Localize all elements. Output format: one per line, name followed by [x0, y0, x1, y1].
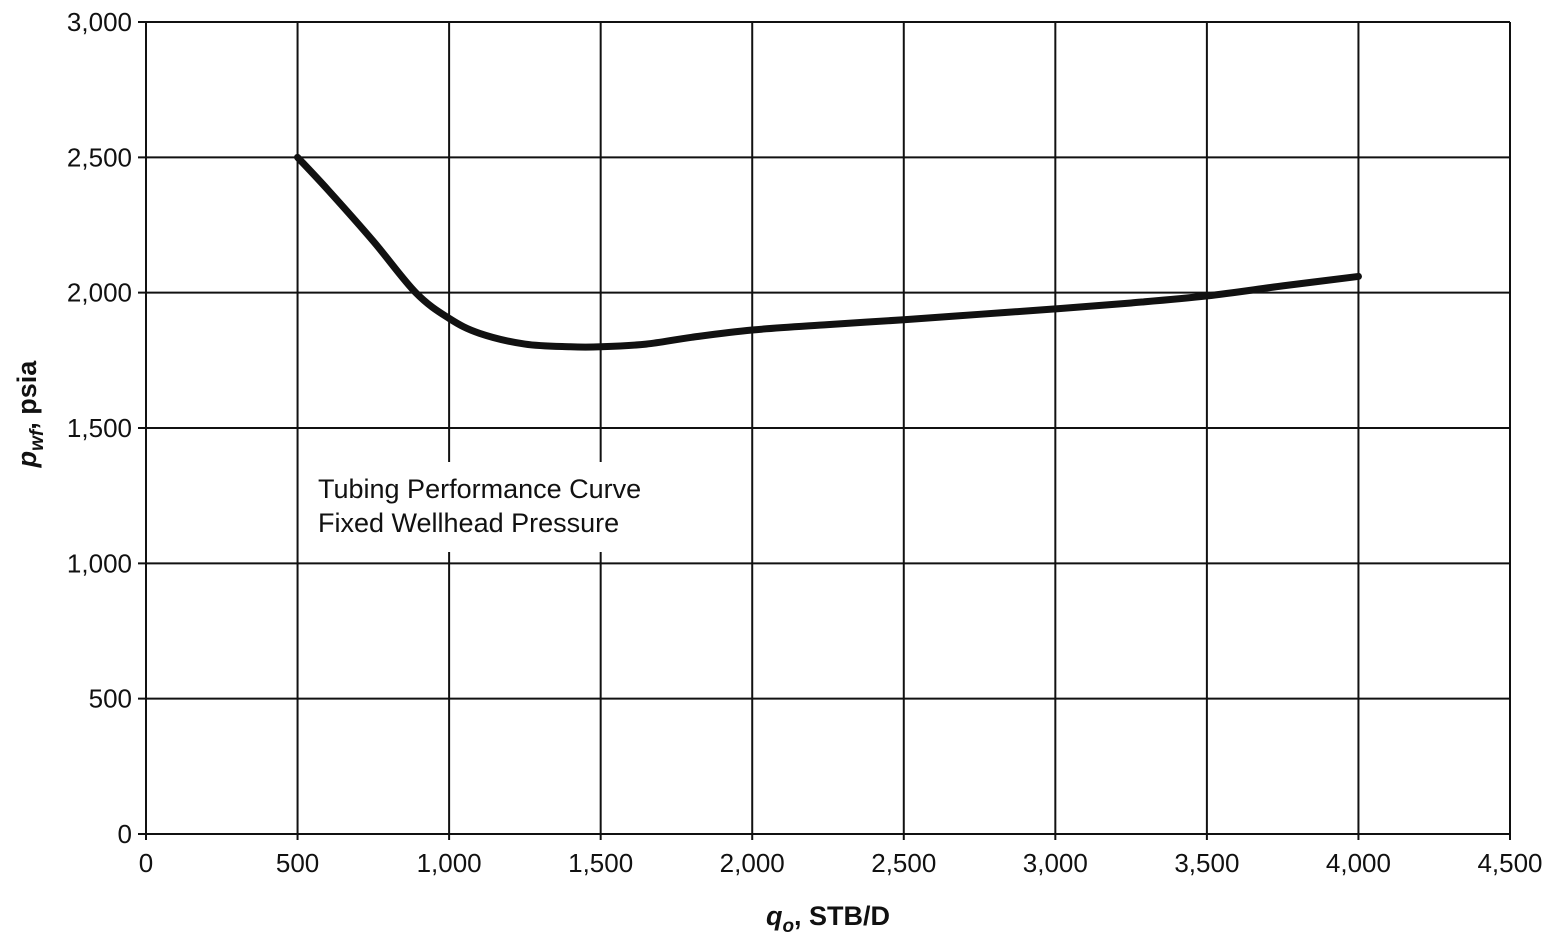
x-tick-label: 0	[139, 848, 153, 878]
x-tick-label: 3,500	[1174, 848, 1239, 878]
series	[297, 157, 1358, 347]
y-label-sub: wf	[27, 428, 48, 451]
x-tick-label: 4,500	[1477, 848, 1542, 878]
y-tick-label: 2,000	[67, 278, 132, 308]
x-tick-label: 3,000	[1023, 848, 1088, 878]
x-tick-label: 2,000	[720, 848, 785, 878]
y-tick-label: 0	[118, 819, 132, 849]
annotation-line-1: Tubing Performance Curve	[318, 474, 641, 504]
x-tick-label: 1,000	[417, 848, 482, 878]
y-tick-label: 1,000	[67, 548, 132, 578]
x-tick-label: 4,000	[1326, 848, 1391, 878]
x-label-main: q	[766, 901, 783, 931]
y-tick-label: 2,500	[67, 142, 132, 172]
y-label-rest: , psia	[12, 360, 42, 430]
y-axis-label: pwf, psia	[12, 360, 48, 469]
x-tick-label: 500	[276, 848, 319, 878]
y-tick-label: 500	[89, 684, 132, 714]
y-tick-label: 1,500	[67, 413, 132, 443]
x-label-rest: , STB/D	[794, 901, 890, 931]
annotation-line-2: Fixed Wellhead Pressure	[318, 508, 619, 538]
y-label-main: p	[12, 451, 42, 469]
x-tick-label: 1,500	[568, 848, 633, 878]
x-axis-label: qo, STB/D	[766, 901, 890, 937]
annotation-box: Tubing Performance Curve Fixed Wellhead …	[306, 462, 726, 552]
x-label-sub: o	[782, 916, 794, 937]
tick-labels: 0 500 1,000 1,500 2,000 2,500 3,000 3,500 4,000 4…	[67, 7, 1543, 878]
y-tick-label: 3,000	[67, 7, 132, 37]
grid	[138, 22, 1510, 840]
tubing-performance-curve	[298, 157, 1359, 347]
x-tick-label: 2,500	[871, 848, 936, 878]
